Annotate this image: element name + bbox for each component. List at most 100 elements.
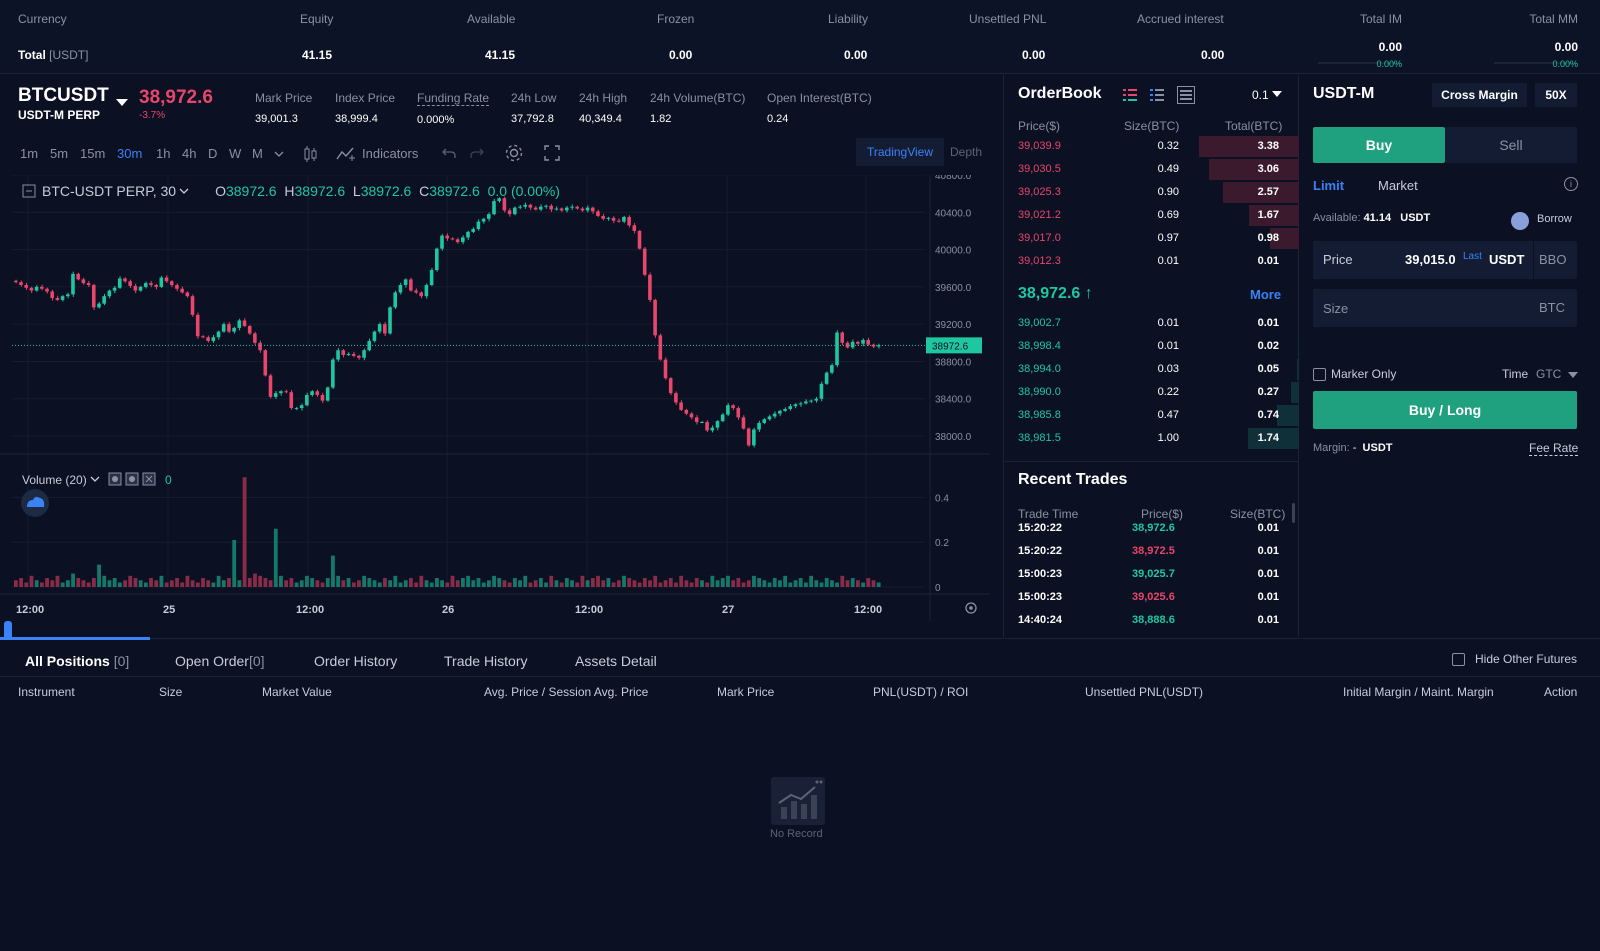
price-chart[interactable]: 40800.0 40400.0 40000.0 39600.0 39200.0 38800… — [0, 175, 1004, 637]
volume-bar — [642, 578, 647, 587]
price-change: -3.7% — [139, 110, 166, 121]
orderbook-asks-view-icon[interactable] — [1177, 86, 1195, 104]
candle — [237, 320, 242, 328]
buy-long-button[interactable]: Buy / Long — [1313, 391, 1577, 429]
bid-row[interactable]: 39,002.7 0.01 0.01 — [1005, 312, 1299, 335]
sell-tab[interactable]: Sell — [1445, 127, 1577, 163]
chevron-down-icon[interactable] — [274, 150, 284, 158]
orderbook-bids-view-icon[interactable] — [1150, 88, 1164, 102]
limit-tab[interactable]: Limit — [1313, 178, 1345, 193]
candle — [715, 421, 720, 428]
timeframe-1h[interactable]: 1h — [156, 146, 171, 161]
fee-rate-link[interactable]: Fee Rate — [1529, 441, 1579, 456]
bid-row[interactable]: 38,990.0 0.22 0.27 — [1005, 381, 1299, 404]
indicators-icon[interactable] — [336, 146, 358, 162]
time-in-force-select[interactable]: GTC — [1536, 367, 1578, 381]
candle — [694, 417, 699, 423]
timeframe-5m[interactable]: 5m — [50, 146, 69, 161]
tab-assets-detail[interactable]: Assets Detail — [575, 653, 657, 669]
chevron-down-icon[interactable] — [1567, 372, 1578, 378]
candle — [60, 296, 65, 300]
tab-order-history[interactable]: Order History — [314, 653, 398, 669]
volume-bar — [788, 582, 793, 587]
bbo-button[interactable]: BBO — [1539, 252, 1567, 267]
ask-row[interactable]: 39,025.3 0.90 2.57 — [1005, 181, 1299, 204]
chevron-down-icon[interactable] — [90, 475, 100, 483]
tab-open-order[interactable]: Open Order[0] — [175, 653, 265, 669]
volume-bar — [746, 580, 751, 587]
bid-row[interactable]: 38,994.0 0.03 0.05 — [1005, 358, 1299, 381]
candle — [736, 408, 741, 418]
price-value[interactable]: 39,015.0 — [1405, 252, 1456, 267]
candle-type-icon[interactable] — [302, 145, 318, 163]
orderbook-more-link[interactable]: More — [1250, 287, 1282, 302]
price-field[interactable]: Price 39,015.0 Last USDT BBO — [1313, 241, 1577, 279]
bid-row[interactable]: 38,998.4 0.01 0.02 — [1005, 335, 1299, 358]
legend-l-value: 38972.6 — [360, 183, 412, 199]
candle — [123, 278, 127, 282]
tab-all-positions[interactable]: All Positions [0] — [25, 653, 129, 669]
candle — [564, 207, 569, 211]
col-header: Frozen — [657, 12, 695, 26]
candle — [596, 211, 600, 217]
candle — [611, 217, 616, 221]
ask-row[interactable]: 39,039.9 0.32 3.38 — [1005, 135, 1299, 158]
timeframe-4h[interactable]: 4h — [182, 146, 197, 161]
volume-bar — [637, 582, 642, 587]
depth-bar — [1223, 182, 1299, 203]
trade-size: 0.01 — [1257, 545, 1279, 557]
depth-tab[interactable]: Depth — [950, 145, 983, 159]
gear-icon-center — [969, 606, 973, 610]
chevron-down-icon[interactable] — [1272, 91, 1282, 97]
timeframe-30m[interactable]: 30m — [117, 146, 143, 161]
timeframe-m[interactable]: M — [252, 146, 263, 161]
market-tab[interactable]: Market — [1378, 178, 1418, 193]
ask-row[interactable]: 39,012.3 0.01 0.01 — [1005, 250, 1299, 273]
chevron-down-icon[interactable] — [116, 99, 128, 106]
bid-row[interactable]: 38,981.5 1.00 1.74 — [1005, 427, 1299, 450]
buy-tab[interactable]: Buy — [1313, 127, 1445, 163]
col-equity: Equity 41.15 — [300, 0, 360, 74]
indicators-button[interactable]: Indicators — [362, 146, 419, 161]
chevron-down-icon[interactable] — [179, 187, 189, 195]
precision-select[interactable]: 0.1 — [1252, 88, 1269, 102]
borrow-toggle[interactable] — [1511, 212, 1529, 230]
fullscreen-icon[interactable] — [544, 145, 560, 161]
hide-other-futures-checkbox[interactable] — [1452, 653, 1465, 666]
volume-bar — [143, 582, 148, 587]
volume-bar — [81, 580, 86, 587]
last-price-button[interactable]: Last — [1463, 251, 1482, 262]
volume-bar — [346, 578, 351, 587]
redo-icon[interactable] — [470, 147, 484, 159]
leverage-button[interactable]: 50X — [1535, 83, 1577, 107]
ask-row[interactable]: 39,021.2 0.69 1.67 — [1005, 204, 1299, 227]
bid-row[interactable]: 38,985.8 0.47 0.74 — [1005, 404, 1299, 427]
tradingview-tab[interactable]: TradingView — [856, 138, 944, 166]
timeframe-1m[interactable]: 1m — [20, 146, 39, 161]
ticker-symbol[interactable]: BTCUSDT — [18, 85, 109, 106]
timeframe-w[interactable]: W — [229, 146, 242, 161]
volume-bar — [502, 580, 507, 587]
ask-row[interactable]: 39,030.5 0.49 3.06 — [1005, 158, 1299, 181]
volume-controls-icon[interactable] — [108, 472, 158, 486]
column-market-value: Market Value — [262, 685, 332, 699]
timeframe-d[interactable]: D — [208, 146, 218, 161]
scrollbar[interactable] — [1292, 503, 1295, 523]
maker-only-checkbox[interactable] — [1313, 368, 1326, 381]
candle — [778, 410, 782, 414]
candle — [492, 201, 496, 215]
timeframe-15m[interactable]: 15m — [80, 146, 106, 161]
orderbook-both-view-icon[interactable] — [1123, 88, 1137, 102]
tab-trade-history[interactable]: Trade History — [444, 653, 528, 669]
gear-icon[interactable] — [504, 143, 524, 163]
cross-margin-button[interactable]: Cross Margin — [1432, 83, 1527, 107]
order-price: 39,039.9 — [1018, 140, 1061, 152]
collapse-icon[interactable] — [22, 184, 36, 198]
ask-row[interactable]: 39,017.0 0.97 0.98 — [1005, 227, 1299, 250]
volume-bar — [705, 582, 710, 587]
undo-icon[interactable] — [442, 147, 456, 159]
stat-label[interactable]: Funding Rate — [417, 91, 490, 106]
size-field[interactable]: Size BTC — [1313, 289, 1577, 327]
info-icon[interactable]: i — [1564, 177, 1578, 191]
candle — [97, 303, 101, 308]
